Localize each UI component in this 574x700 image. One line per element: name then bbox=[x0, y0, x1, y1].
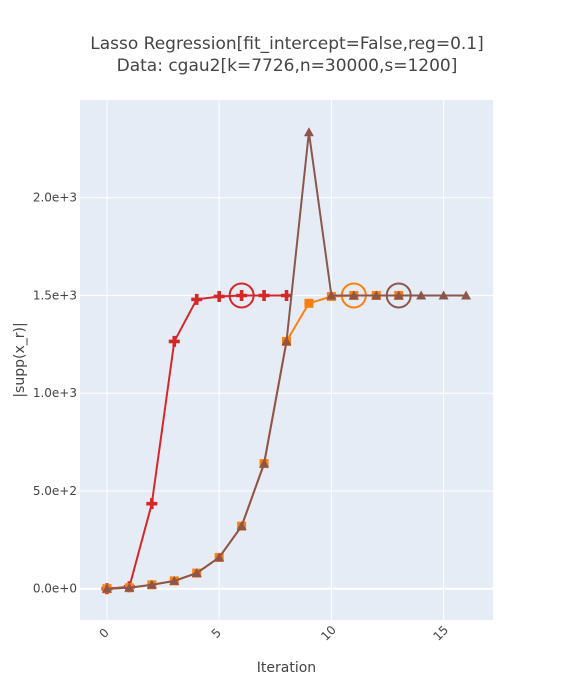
series-2-point-13 bbox=[393, 290, 404, 300]
series-2-point-4 bbox=[191, 568, 202, 578]
series-2-point-12 bbox=[371, 290, 382, 300]
x-axis-label: Iteration bbox=[257, 660, 316, 676]
series-2-point-5 bbox=[214, 552, 225, 562]
chart-title-line-2: Data: cgau2[k=7726,n=30000,s=1200] bbox=[116, 56, 458, 76]
series-2 bbox=[101, 127, 472, 593]
x-tick-label-2: 10 bbox=[318, 623, 339, 644]
series-2-point-15 bbox=[438, 290, 449, 300]
series-2-point-11 bbox=[348, 290, 359, 300]
series-0-point-5 bbox=[213, 290, 225, 302]
series-2-point-9 bbox=[303, 127, 314, 137]
series-0-point-3 bbox=[168, 335, 180, 347]
y-tick-label-4: 2.0e+3 bbox=[33, 191, 77, 205]
series-0-point-8 bbox=[281, 289, 292, 301]
series-2-point-3 bbox=[169, 575, 180, 585]
x-tick-label-3: 15 bbox=[430, 623, 451, 644]
series-2-point-16 bbox=[461, 290, 472, 300]
series-0-point-6 bbox=[236, 289, 248, 301]
series-0-point-4 bbox=[191, 293, 203, 305]
y-tick-label-0: 0.0e+0 bbox=[33, 582, 77, 596]
series-2-highlight-circle bbox=[385, 282, 412, 309]
series-2-point-2 bbox=[146, 579, 157, 589]
series-2-point-1 bbox=[124, 582, 135, 592]
x-tick-label-0: 0 bbox=[96, 626, 111, 641]
series-1-point-9 bbox=[304, 298, 314, 308]
series-2-point-10 bbox=[326, 290, 337, 300]
chart-title-line-1: Lasso Regression[fit_intercept=False,reg… bbox=[90, 34, 484, 54]
series-0-point-2 bbox=[146, 498, 158, 510]
series-2-point-0 bbox=[101, 583, 112, 593]
series-2-point-7 bbox=[259, 458, 270, 468]
series-0-highlight-circle bbox=[228, 282, 255, 309]
series-0-point-7 bbox=[258, 289, 270, 301]
y-axis-label: |supp(x_r)| bbox=[12, 322, 28, 397]
series-2-point-6 bbox=[236, 521, 247, 531]
series-2-point-8 bbox=[281, 336, 292, 346]
y-tick-label-2: 1.0e+3 bbox=[33, 386, 77, 400]
plot-area bbox=[80, 100, 493, 620]
y-tick-label-3: 1.5e+3 bbox=[33, 288, 77, 302]
x-tick-label-1: 5 bbox=[209, 626, 224, 641]
y-tick-label-1: 5.0e+2 bbox=[33, 484, 77, 498]
series-2-point-14 bbox=[416, 290, 427, 300]
